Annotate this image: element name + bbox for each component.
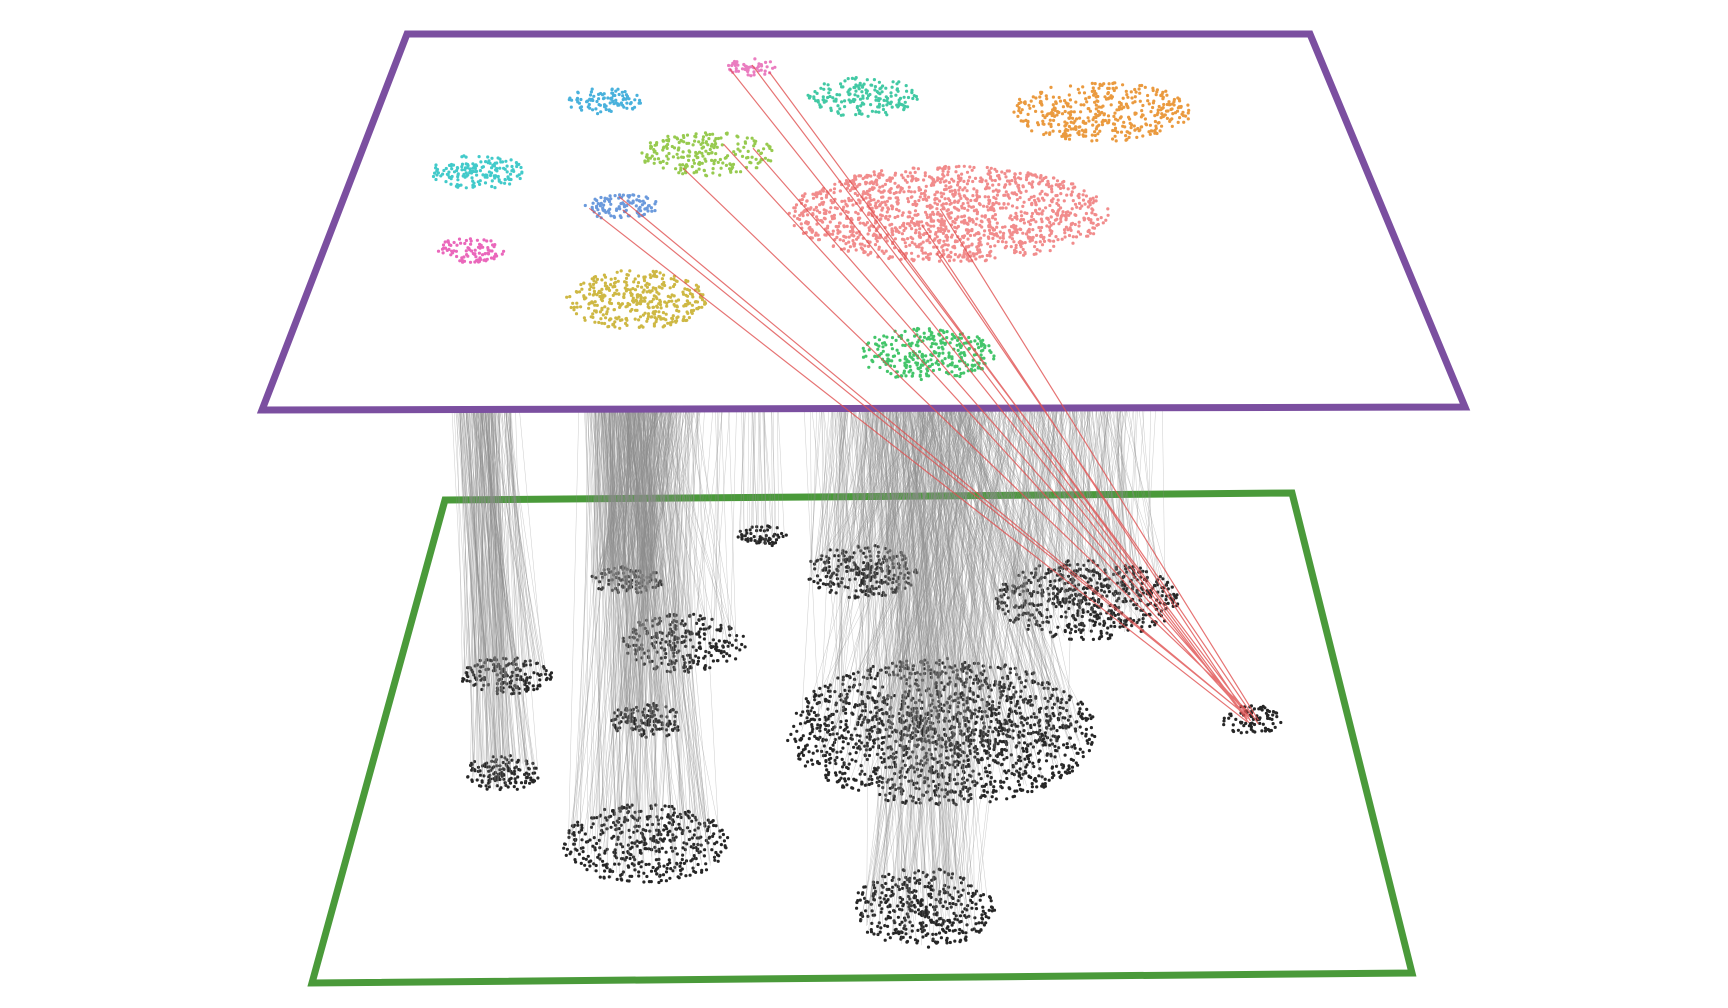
lower-cluster	[736, 524, 788, 548]
lower-cluster-points	[736, 524, 788, 548]
upper-cluster	[567, 87, 643, 116]
upper-cluster	[787, 164, 1110, 263]
lower-cluster-points	[466, 754, 540, 792]
lower-cluster-points	[1222, 704, 1283, 735]
lower-cluster-points	[562, 803, 730, 885]
lower-cluster-points	[461, 656, 554, 696]
upper-clusters	[431, 57, 1191, 382]
upper-cluster-points	[567, 87, 643, 116]
red-link-bundle	[588, 64, 1259, 725]
lower-cluster	[994, 559, 1180, 642]
lower-cluster	[461, 656, 554, 696]
upper-cluster-points	[806, 75, 919, 118]
upper-cluster	[640, 131, 774, 178]
lower-cluster	[590, 565, 664, 595]
upper-cluster	[861, 326, 996, 382]
upper-cluster	[1012, 81, 1191, 143]
lower-cluster-points	[786, 656, 1097, 807]
upper-cluster	[565, 269, 708, 330]
upper-cluster-points	[565, 269, 708, 330]
upper-cluster	[436, 237, 506, 264]
lower-clusters	[461, 524, 1283, 949]
upper-cluster-points	[787, 164, 1110, 263]
lower-cluster-points	[621, 612, 747, 674]
upper-cluster-points	[436, 237, 506, 264]
red-links	[588, 64, 1259, 725]
lower-cluster-points	[590, 565, 664, 595]
lower-cluster-points	[855, 867, 997, 949]
upper-cluster	[806, 75, 919, 118]
lower-cluster	[1222, 704, 1283, 735]
upper-cluster-points	[640, 131, 774, 178]
upper-cluster-points	[861, 326, 996, 382]
upper-cluster	[431, 154, 524, 190]
lower-cluster	[562, 803, 730, 885]
upper-cluster	[727, 57, 777, 78]
lower-cluster	[807, 544, 919, 600]
upper-cluster-points	[431, 154, 524, 190]
lower-cluster-points	[610, 702, 680, 739]
lower-cluster-points	[994, 559, 1180, 642]
upper-cluster-points	[727, 57, 777, 78]
lower-cluster	[466, 754, 540, 792]
lower-cluster	[610, 702, 680, 739]
lower-cluster	[621, 612, 747, 674]
lower-cluster	[786, 656, 1097, 807]
upper-cluster-points	[1012, 81, 1191, 143]
lower-cluster-points	[807, 544, 919, 600]
lower-cluster	[855, 867, 997, 949]
